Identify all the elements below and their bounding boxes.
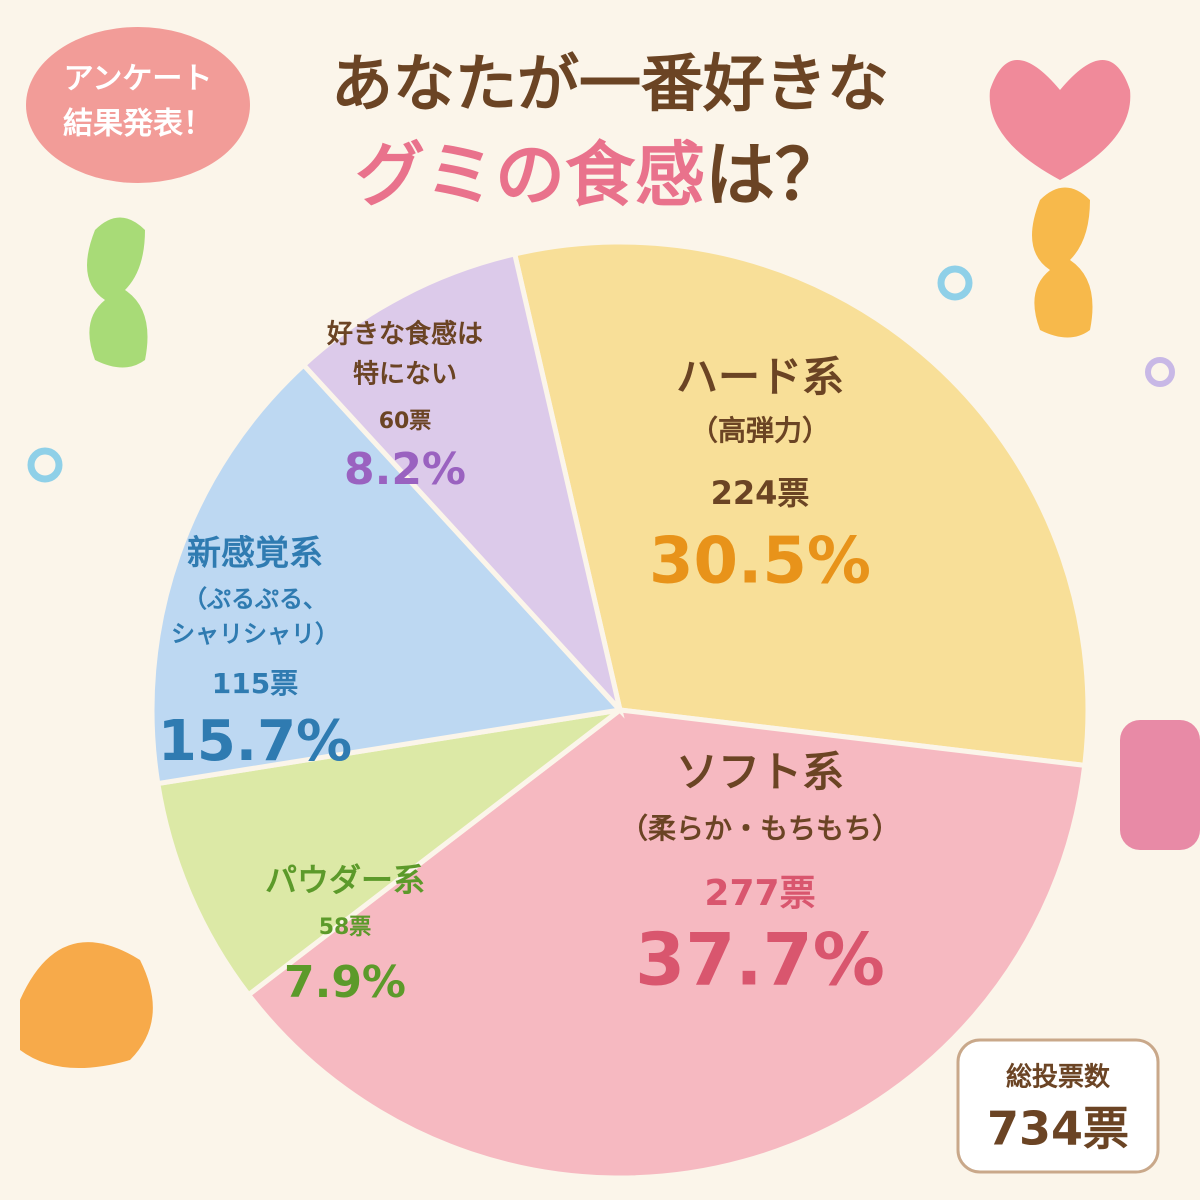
badge: アンケート 結果発表！: [26, 27, 250, 183]
category-note: 特にない: [353, 359, 457, 390]
category-label: ソフト系: [676, 748, 844, 797]
badge-bubble: [26, 27, 250, 183]
pie-slice: [245, 707, 1088, 1181]
badge-line: アンケート: [64, 62, 213, 97]
category-label: パウダー系: [265, 861, 425, 899]
value-label: 15.7%: [158, 709, 352, 774]
gummy-heart: [989, 60, 1131, 180]
pie-slice: [511, 239, 1091, 769]
category-label: ハード系: [676, 353, 844, 402]
total-box: 総投票数 734票: [956, 1038, 1160, 1174]
chart-title-2: グミの食感は？: [355, 134, 845, 216]
chart-title: あなたが一番好きな: [331, 47, 889, 120]
pie: [149, 239, 1091, 1181]
total-frame: [956, 1038, 1160, 1174]
category-note: （ぷるぷる、: [183, 585, 327, 613]
vote-label: 224票: [711, 474, 810, 512]
ring-deco: [937, 265, 973, 301]
pie-slice: [154, 707, 622, 999]
vote-label: 277票: [704, 873, 815, 914]
value-label: 8.2%: [344, 444, 466, 495]
category-label: 好きな食感は: [326, 319, 483, 350]
vote-label: 58票: [319, 915, 372, 940]
badge-line: 結果発表！: [63, 107, 213, 142]
gummy: [1120, 720, 1200, 850]
value-label: 30.5%: [649, 525, 871, 599]
total-value: 734票: [987, 1102, 1129, 1156]
ring-deco: [27, 447, 63, 483]
value-label: 7.9%: [284, 957, 406, 1008]
gummy-bear: [1032, 187, 1093, 338]
vote-label: 60票: [379, 409, 432, 434]
total-label: 総投票数: [1006, 1062, 1111, 1093]
category-note: シャリシャリ）: [171, 620, 339, 648]
title-highlight: グミの食感: [355, 134, 705, 216]
title-end: は？: [705, 134, 845, 216]
gummy: [20, 942, 153, 1068]
category-note: （高弾力）: [690, 414, 830, 447]
category-note: （柔らか・もちもち）: [620, 812, 900, 845]
value-label: 37.7%: [635, 918, 885, 1002]
slice-labels: ハード系 （高弾力） 224票 30.5% ソフト系 （柔らか・もちもち） 277票37.7…: [158, 319, 900, 1009]
pie-slice: [149, 361, 625, 787]
category-label: 新感覚系: [187, 534, 323, 574]
pie-slice: [300, 250, 625, 719]
gummy-bear: [87, 217, 148, 368]
ring-deco: [1145, 357, 1175, 387]
vote-label: 115票: [212, 667, 298, 700]
